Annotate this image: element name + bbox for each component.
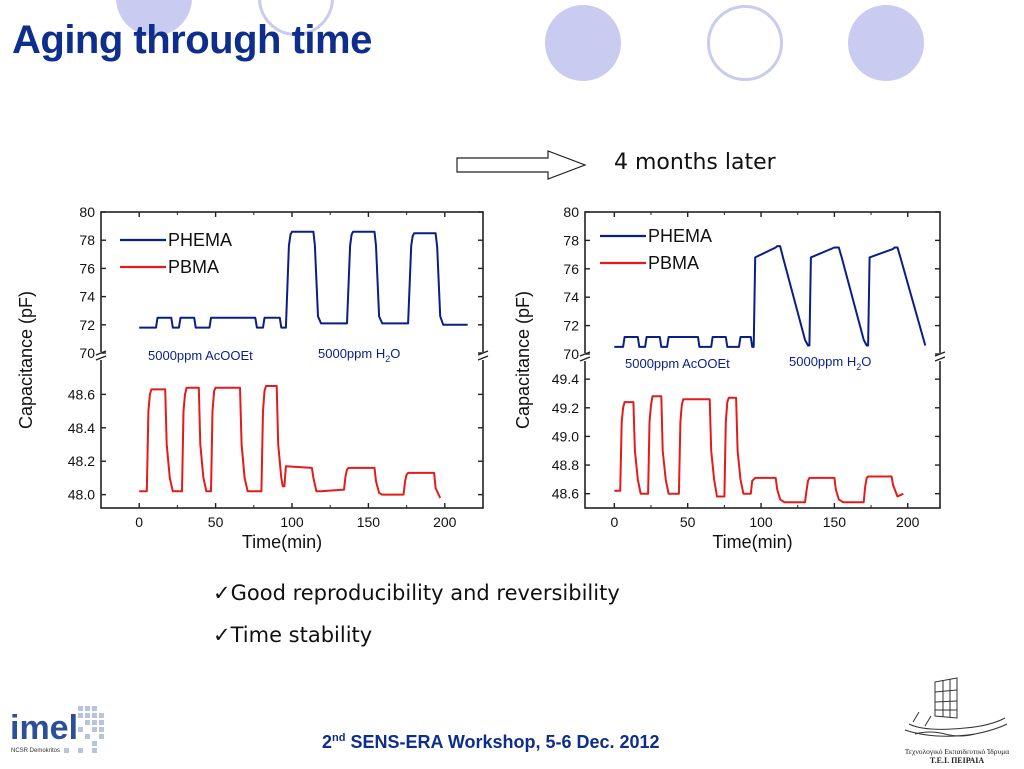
- decorative-circle-4: [707, 5, 783, 81]
- x-tick-label: 50: [208, 514, 224, 530]
- y-tick-label-top: 72: [79, 317, 95, 333]
- x-axis-label: Time(min): [242, 532, 322, 552]
- y-tick-label-bottom: 48.8: [552, 457, 579, 473]
- y-tick-label-bottom: 49.4: [552, 371, 579, 387]
- y-tick-label-bottom: 49.0: [552, 428, 579, 444]
- y-tick-label-top: 74: [563, 289, 579, 305]
- x-tick-label: 200: [433, 514, 457, 530]
- axis-break-gap: [96, 352, 106, 360]
- axis-break-gap: [580, 353, 590, 361]
- series-line-phema: [139, 230, 468, 329]
- y-tick-label-top: 76: [79, 260, 95, 276]
- x-tick-label: 100: [749, 514, 773, 530]
- imel-logo: imel NCSR Demokritos: [8, 702, 112, 764]
- series-line-pbma: [614, 395, 904, 504]
- annotation-acooet: 5000ppm AcOOEt: [148, 348, 253, 363]
- legend-label-pbma: PBMA: [648, 253, 699, 273]
- bullet-text: Good reproducibility and reversibility: [230, 581, 620, 605]
- y-tick-label-top: 76: [563, 261, 579, 277]
- y-tick-label-bottom: 48.2: [68, 453, 95, 469]
- y-axis-label: Capacitance (pF): [16, 291, 36, 429]
- annotation-water: 5000ppm H2O: [789, 354, 871, 372]
- axis-break-gap: [935, 353, 945, 361]
- y-tick-label-bottom: 48.0: [68, 487, 95, 503]
- check-icon: ✓: [213, 581, 231, 605]
- later-label: 4 months later: [614, 150, 776, 175]
- y-tick-label-top: 70: [79, 345, 95, 361]
- footer-text: 2nd SENS-ERA Workshop, 5-6 Dec. 2012: [322, 732, 660, 752]
- x-tick-label: 150: [357, 514, 381, 530]
- y-tick-label-top: 70: [563, 346, 579, 362]
- svg-text:Τ.Ε.Ι. ΠΕΙΡΑΙΑ: Τ.Ε.Ι. ΠΕΙΡΑΙΑ: [930, 756, 984, 764]
- y-tick-label-top: 78: [79, 232, 95, 248]
- x-tick-label: 100: [280, 514, 304, 530]
- bullet-reproducibility: ✓Good reproducibility and reversibility: [213, 581, 620, 605]
- x-tick-label: 50: [680, 514, 696, 530]
- bullet-text: Time stability: [230, 623, 373, 647]
- arrow-right-icon: [455, 150, 590, 185]
- x-tick-label: 0: [135, 514, 143, 530]
- tei-piraeus-logo: Τεχνολογικό Εκπαιδευτικό Ίδρυμα Τ.Ε.Ι. Π…: [895, 672, 1019, 765]
- series-line-pbma: [139, 385, 442, 499]
- series-line-phema: [614, 245, 927, 348]
- y-tick-label-top: 80: [563, 204, 579, 220]
- axis-break-gap: [478, 352, 488, 360]
- y-tick-label-top: 78: [563, 232, 579, 248]
- legend-label-phema: PHEMA: [648, 226, 712, 246]
- axis-break-mark: [934, 356, 946, 362]
- axis-break-mark: [579, 356, 591, 362]
- legend-label-pbma: PBMA: [168, 257, 219, 277]
- y-tick-label-top: 72: [563, 318, 579, 334]
- y-tick-label-top: 74: [79, 289, 95, 305]
- svg-text:Τεχνολογικό Εκπαιδευτικό Ίδρυμ: Τεχνολογικό Εκπαιδευτικό Ίδρυμα: [905, 747, 1009, 756]
- check-icon: ✓: [213, 623, 231, 647]
- y-tick-label-bottom: 48.6: [552, 486, 579, 502]
- y-tick-label-bottom: 48.6: [68, 386, 95, 402]
- x-tick-label: 200: [896, 514, 920, 530]
- chart-initial: 0 50 100 150 200 70 72 74 76 78 80 48.0 48.2 48.4 48.6…: [16, 204, 489, 552]
- y-axis-label: Capacitance (pF): [513, 291, 533, 429]
- y-tick-label-bottom: 48.4: [68, 420, 95, 436]
- chart-after-4-months: 0 50 100 150 200 70 72 74 76 78 80 48.6 48.8 49.0 49.2…: [513, 204, 946, 552]
- x-axis-label: Time(min): [712, 532, 792, 552]
- axis-break-mark: [477, 355, 489, 361]
- axis-break-mark: [95, 355, 107, 361]
- x-tick-label: 150: [823, 514, 847, 530]
- x-tick-label: 0: [610, 514, 618, 530]
- decorative-circle-5: [848, 5, 924, 81]
- svg-text:NCSR Demokritos: NCSR Demokritos: [11, 748, 60, 754]
- bullet-stability: ✓Time stability: [213, 623, 372, 647]
- legend-label-phema: PHEMA: [168, 230, 232, 250]
- y-tick-label-top: 80: [79, 204, 95, 220]
- slide-title: Aging through time: [12, 18, 372, 62]
- annotation-water: 5000ppm H2O: [318, 346, 400, 364]
- annotation-acooet: 5000ppm AcOOEt: [625, 356, 730, 371]
- y-tick-label-bottom: 49.2: [552, 400, 579, 416]
- svg-text:imel: imel: [10, 709, 78, 747]
- decorative-circle-3: [545, 5, 621, 81]
